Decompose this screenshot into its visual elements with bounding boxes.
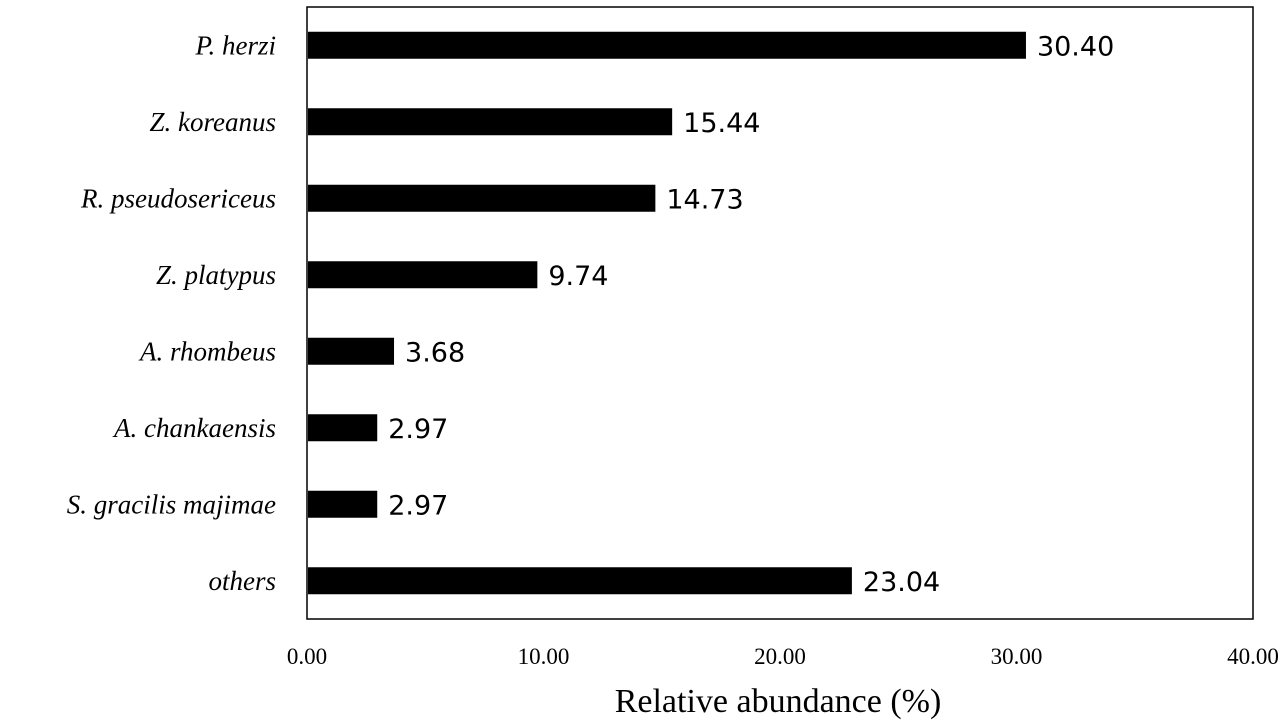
data-label: 9.74 xyxy=(548,261,608,292)
x-tick-label: 30.00 xyxy=(991,644,1043,669)
bar xyxy=(308,184,656,212)
data-label: 23.04 xyxy=(863,567,940,598)
x-tick-label: 0.00 xyxy=(287,644,327,669)
bar xyxy=(308,414,378,442)
category-label: S. gracilis majimae xyxy=(67,489,276,519)
bar xyxy=(308,261,538,289)
data-label: 14.73 xyxy=(666,184,743,215)
category-label: Z. koreanus xyxy=(150,107,277,137)
x-axis-ticks: 0.00 10.00 20.00 30.00 40.00 xyxy=(287,644,1279,669)
value-labels: 30.40 15.44 14.73 9.74 3.68 2.97 2.97 23.04 xyxy=(388,31,1114,598)
x-axis-title: Relative abundance (%) xyxy=(615,683,942,720)
x-tick-label: 10.00 xyxy=(518,644,570,669)
category-label: others xyxy=(209,566,277,596)
bar xyxy=(308,567,852,595)
data-label: 3.68 xyxy=(405,337,465,368)
data-label: 30.40 xyxy=(1037,31,1114,62)
category-label: R. pseudosericeus xyxy=(80,183,276,213)
bar xyxy=(308,337,395,365)
category-label: P. herzi xyxy=(194,30,276,60)
x-tick-label: 20.00 xyxy=(754,644,806,669)
plot-frame xyxy=(306,6,1254,620)
category-label: A. chankaensis xyxy=(112,413,276,443)
category-labels: P. herzi Z. koreanus R. pseudosericeus Z. p… xyxy=(67,30,276,596)
x-tick-label: 40.00 xyxy=(1227,644,1279,669)
bar xyxy=(308,108,673,136)
data-label: 2.97 xyxy=(388,414,448,445)
bar xyxy=(308,490,378,518)
category-label: A. rhombeus xyxy=(138,336,276,366)
data-label: 2.97 xyxy=(388,490,448,521)
bar xyxy=(308,31,1026,59)
category-label: Z. platypus xyxy=(156,260,276,290)
data-label: 15.44 xyxy=(683,108,760,139)
bars-group xyxy=(308,31,1026,595)
